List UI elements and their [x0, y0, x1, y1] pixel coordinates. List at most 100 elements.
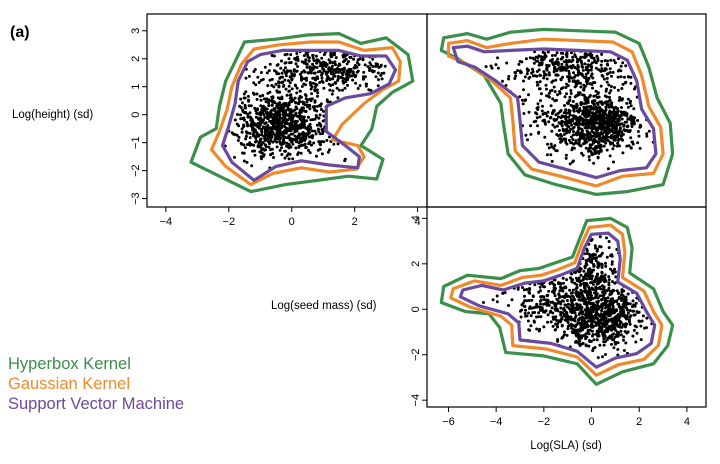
data-point: [287, 143, 291, 146]
data-point: [613, 327, 617, 331]
data-point: [605, 338, 609, 342]
data-point: [614, 317, 618, 320]
data-point: [585, 249, 589, 253]
data-point: [379, 73, 383, 77]
data-point: [605, 95, 609, 99]
data-point: [577, 312, 581, 316]
data-point: [280, 143, 284, 147]
data-point: [615, 333, 618, 337]
data-point: [581, 112, 585, 116]
data-point: [584, 337, 588, 341]
data-point: [613, 308, 617, 312]
data-point: [613, 61, 617, 65]
data-point: [519, 70, 523, 74]
data-point: [318, 147, 322, 151]
data-point: [603, 120, 607, 123]
data-point: [304, 136, 308, 140]
data-point: [575, 304, 579, 308]
data-point: [620, 122, 624, 126]
data-point: [565, 129, 569, 133]
data-point: [567, 324, 571, 327]
data-point: [254, 140, 257, 144]
data-point: [287, 69, 291, 73]
data-point: [578, 298, 582, 302]
data-point: [602, 135, 606, 139]
data-point: [615, 289, 619, 293]
data-point: [308, 107, 312, 111]
data-point: [287, 57, 291, 61]
data-point: [248, 136, 252, 140]
data-point: [647, 129, 651, 133]
data-point: [584, 263, 588, 267]
data-point: [572, 133, 575, 137]
data-point: [546, 313, 550, 317]
data-point: [579, 282, 583, 286]
data-point: [289, 76, 293, 79]
data-point: [601, 355, 604, 359]
data-point: [516, 287, 520, 291]
data-point: [496, 56, 499, 60]
data-point: [260, 127, 264, 131]
data-point: [571, 79, 575, 83]
x-axis-label-sla: Log(SLA) (sd): [530, 440, 602, 452]
data-point: [623, 296, 627, 300]
data-point: [598, 133, 602, 137]
data-point: [542, 74, 546, 78]
data-point: [256, 112, 260, 116]
data-point: [562, 330, 566, 334]
data-point: [550, 159, 554, 163]
data-point: [535, 106, 539, 110]
data-point: [541, 104, 544, 108]
data-point: [619, 114, 623, 117]
data-point: [579, 309, 583, 313]
data-point: [551, 97, 555, 101]
data-point: [311, 105, 315, 109]
data-point: [600, 271, 604, 275]
data-point: [625, 125, 629, 128]
data-point: [240, 101, 244, 105]
data-point: [236, 139, 240, 142]
data-point: [568, 127, 572, 131]
data-point: [310, 92, 314, 96]
data-point: [634, 301, 638, 305]
data-point: [590, 151, 594, 155]
data-point: [580, 293, 584, 297]
data-point: [527, 93, 530, 97]
data-point: [314, 132, 318, 136]
data-point: [574, 84, 578, 88]
data-point: [604, 264, 608, 268]
data-point: [285, 141, 289, 145]
data-point: [291, 109, 295, 113]
data-point: [322, 53, 326, 57]
data-point: [573, 95, 577, 99]
data-point: [600, 274, 604, 278]
data-point: [590, 259, 594, 263]
data-point: [611, 280, 614, 284]
data-point: [313, 88, 317, 92]
data-point: [377, 78, 380, 82]
data-point: [563, 333, 566, 337]
data-point: [622, 349, 626, 352]
data-point: [612, 144, 616, 148]
data-point: [611, 141, 615, 145]
data-point: [484, 65, 488, 69]
data-point: [284, 74, 288, 78]
data-point: [585, 96, 589, 100]
data-point: [291, 157, 295, 161]
x-tick-label: 4: [414, 216, 420, 228]
data-point: [598, 245, 601, 248]
data-point: [285, 52, 289, 56]
data-point: [607, 246, 611, 250]
data-point: [265, 116, 269, 120]
data-point: [623, 120, 627, 124]
data-point: [344, 80, 348, 84]
data-point: [531, 67, 534, 71]
data-point: [307, 56, 311, 60]
data-point: [275, 145, 279, 149]
data-point: [619, 333, 623, 337]
data-point: [287, 122, 291, 126]
data-point: [539, 55, 543, 59]
data-point: [562, 60, 566, 64]
data-point: [593, 59, 597, 63]
data-point: [567, 138, 571, 142]
